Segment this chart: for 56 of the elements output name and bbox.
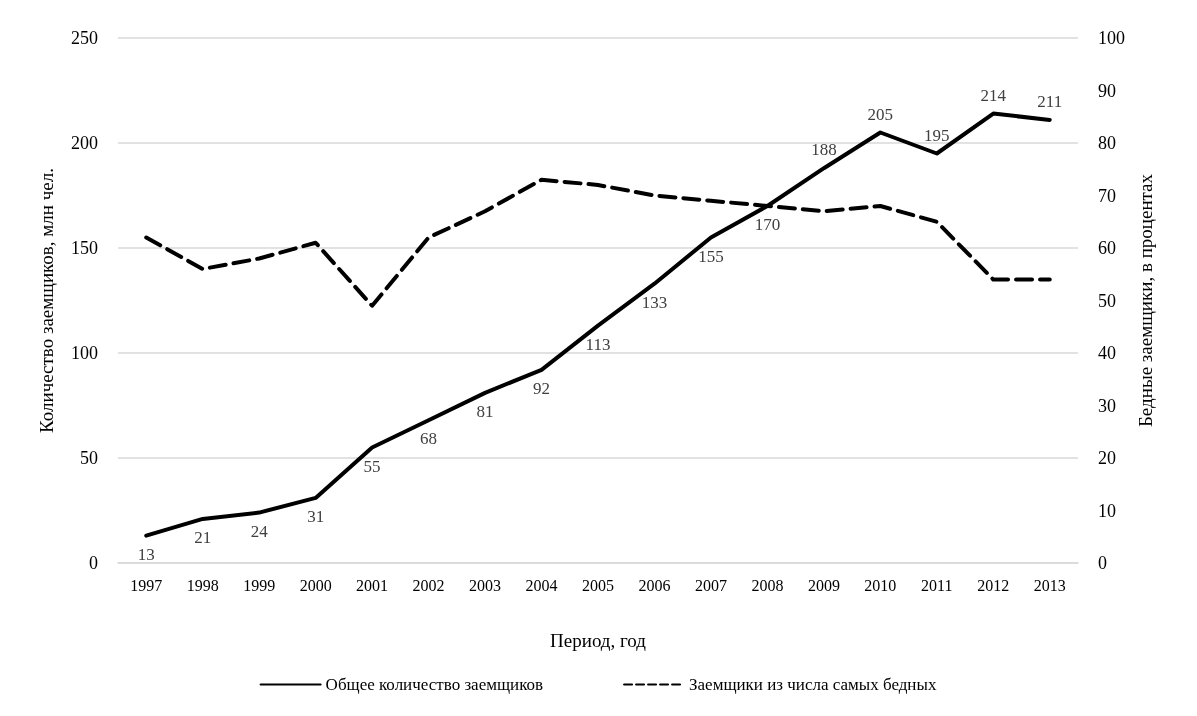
- data-label: 188: [811, 140, 837, 160]
- legend-label: Заемщики из числа самых бедных: [689, 675, 937, 694]
- data-label: 92: [533, 378, 551, 398]
- data-label: 211: [1037, 91, 1063, 111]
- x-tick-label: 2003: [469, 576, 502, 594]
- data-label: 31: [307, 506, 325, 526]
- data-label: 24: [250, 521, 269, 541]
- y2-tick-label: 50: [1098, 290, 1116, 311]
- x-tick-label: 2013: [1033, 576, 1066, 594]
- x-tick-label: 2007: [694, 576, 727, 594]
- data-label: 205: [867, 104, 894, 124]
- data-label: 155: [698, 246, 724, 266]
- data-label: 68: [420, 429, 438, 449]
- x-tick-label: 1998: [186, 576, 219, 594]
- y2-tick-label: 20: [1098, 448, 1116, 468]
- x-tick-label: 2008: [751, 576, 784, 594]
- y-tick-label: 100: [71, 343, 98, 363]
- y2-axis-title: Бедные заемщики, в процентах: [1134, 173, 1156, 428]
- data-label: 81: [476, 401, 494, 421]
- x-tick-label: 2001: [356, 576, 389, 594]
- x-tick-label: 2006: [638, 576, 671, 594]
- data-label: 113: [585, 334, 611, 354]
- x-tick-label: 2004: [525, 576, 558, 594]
- data-label: 13: [137, 544, 155, 564]
- y2-tick-label: 10: [1098, 500, 1116, 521]
- x-tick-label: 2012: [977, 576, 1010, 594]
- y2-tick-label: 30: [1098, 395, 1116, 416]
- y2-tick-label: 90: [1098, 80, 1116, 101]
- x-tick-label: 1999: [243, 576, 276, 594]
- y-axis-title: Количество заемщиков, млн чел.: [36, 168, 57, 433]
- x-tick-label: 2002: [412, 576, 445, 594]
- data-label: 133: [641, 292, 668, 312]
- x-tick-label: 1997: [130, 576, 163, 594]
- y-tick-label: 250: [71, 28, 98, 48]
- data-label: 214: [980, 85, 1007, 105]
- y2-tick-label: 0: [1098, 553, 1107, 573]
- y2-tick-label: 80: [1098, 133, 1116, 153]
- data-label: 195: [924, 125, 950, 145]
- legend-label: Общее количество заемщиков: [325, 675, 544, 694]
- x-tick-label: 2009: [807, 576, 840, 594]
- y2-tick-label: 60: [1098, 238, 1116, 258]
- x-tick-label: 2000: [299, 576, 332, 594]
- x-tick-label: 2011: [921, 576, 953, 594]
- data-label: 21: [194, 527, 212, 547]
- data-label: 170: [754, 215, 781, 234]
- x-tick-label: 2010: [864, 576, 897, 594]
- y-tick-label: 200: [71, 133, 98, 153]
- y2-tick-label: 40: [1098, 343, 1116, 363]
- x-tick-label: 2005: [582, 576, 614, 594]
- y-tick-label: 0: [89, 553, 98, 573]
- x-axis-title: Период, год: [550, 630, 647, 651]
- y2-tick-label: 100: [1098, 28, 1125, 48]
- y-tick-label: 50: [80, 448, 98, 468]
- data-label: 55: [363, 456, 381, 476]
- y2-tick-label: 70: [1098, 185, 1116, 206]
- y-tick-label: 150: [71, 238, 98, 258]
